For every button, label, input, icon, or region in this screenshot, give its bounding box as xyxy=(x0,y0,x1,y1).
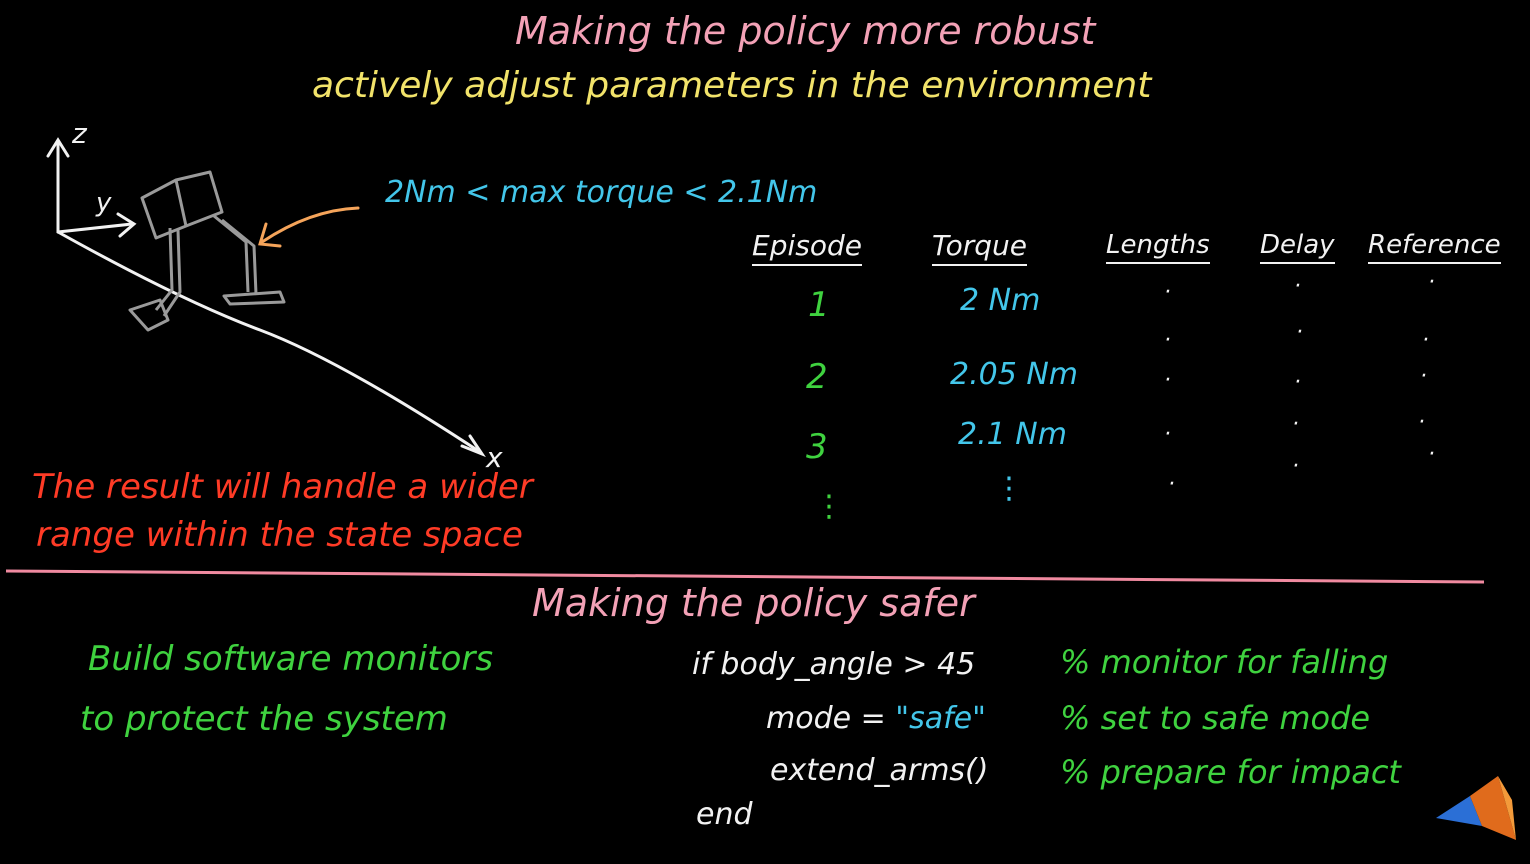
axes-icon xyxy=(46,137,486,458)
reference-dot: · xyxy=(1420,364,1427,389)
episode-2: 2 xyxy=(806,357,828,397)
header-reference: Reference xyxy=(1368,232,1501,264)
result-text-line2: range within the state space xyxy=(36,515,523,555)
axis-x-label: x xyxy=(486,441,503,474)
torque-ellipsis: ⋮ xyxy=(994,471,1024,506)
monitor-text-line2: to protect the system xyxy=(80,699,448,739)
comment-impact: % prepare for impact xyxy=(1060,753,1401,791)
torque-2: 2.05 Nm xyxy=(950,357,1078,392)
reference-dot: · xyxy=(1422,328,1429,353)
code-mode-prefix: mode = xyxy=(766,701,896,736)
code-line-if: if body_angle > 45 xyxy=(692,647,976,682)
lengths-dot: · xyxy=(1164,368,1171,393)
comment-monitor: % monitor for falling xyxy=(1060,643,1389,681)
header-torque: Torque xyxy=(932,232,1028,266)
code-mode-value: "safe" xyxy=(895,701,986,736)
header-delay: Delay xyxy=(1260,232,1335,264)
axis-y-label: y xyxy=(96,188,112,218)
lengths-dot: · xyxy=(1164,422,1171,447)
torque-1: 2 Nm xyxy=(960,283,1041,318)
code-line-extend: extend_arms() xyxy=(770,753,989,788)
result-text-line1: The result will handle a wider xyxy=(32,467,533,507)
reference-dot: · xyxy=(1428,442,1435,467)
delay-dot: · xyxy=(1292,412,1299,437)
delay-dot: · xyxy=(1294,370,1301,395)
lengths-dot: · xyxy=(1164,328,1171,353)
lengths-dot: · xyxy=(1168,472,1175,497)
delay-dot: · xyxy=(1296,320,1303,345)
reference-dot: · xyxy=(1418,410,1425,435)
torque-range-label: 2Nm < max torque < 2.1Nm xyxy=(385,175,818,210)
matlab-logo-icon xyxy=(1436,776,1516,840)
section-divider xyxy=(5,569,1485,584)
robot-icon xyxy=(128,170,286,332)
episode-ellipsis: ⋮ xyxy=(814,489,844,524)
header-lengths: Lengths xyxy=(1106,232,1210,264)
episode-1: 1 xyxy=(808,285,830,325)
slide-subtitle: actively adjust parameters in the enviro… xyxy=(312,65,1152,106)
lengths-dot: · xyxy=(1164,280,1171,305)
header-episode: Episode xyxy=(752,232,862,266)
delay-dot: · xyxy=(1294,274,1301,299)
pointer-arrow-icon xyxy=(258,206,360,248)
episode-3: 3 xyxy=(806,427,828,467)
delay-dot: · xyxy=(1292,454,1299,479)
torque-3: 2.1 Nm xyxy=(958,417,1067,452)
comment-safe-mode: % set to safe mode xyxy=(1060,699,1371,737)
slide-title: Making the policy more robust xyxy=(515,9,1096,53)
code-line-mode: mode = "safe" xyxy=(766,704,986,734)
safety-title: Making the policy safer xyxy=(532,581,975,625)
monitor-text-line1: Build software monitors xyxy=(88,639,494,679)
reference-dot: · xyxy=(1428,270,1435,295)
code-line-end: end xyxy=(696,797,753,832)
axis-z-label: z xyxy=(72,117,87,150)
